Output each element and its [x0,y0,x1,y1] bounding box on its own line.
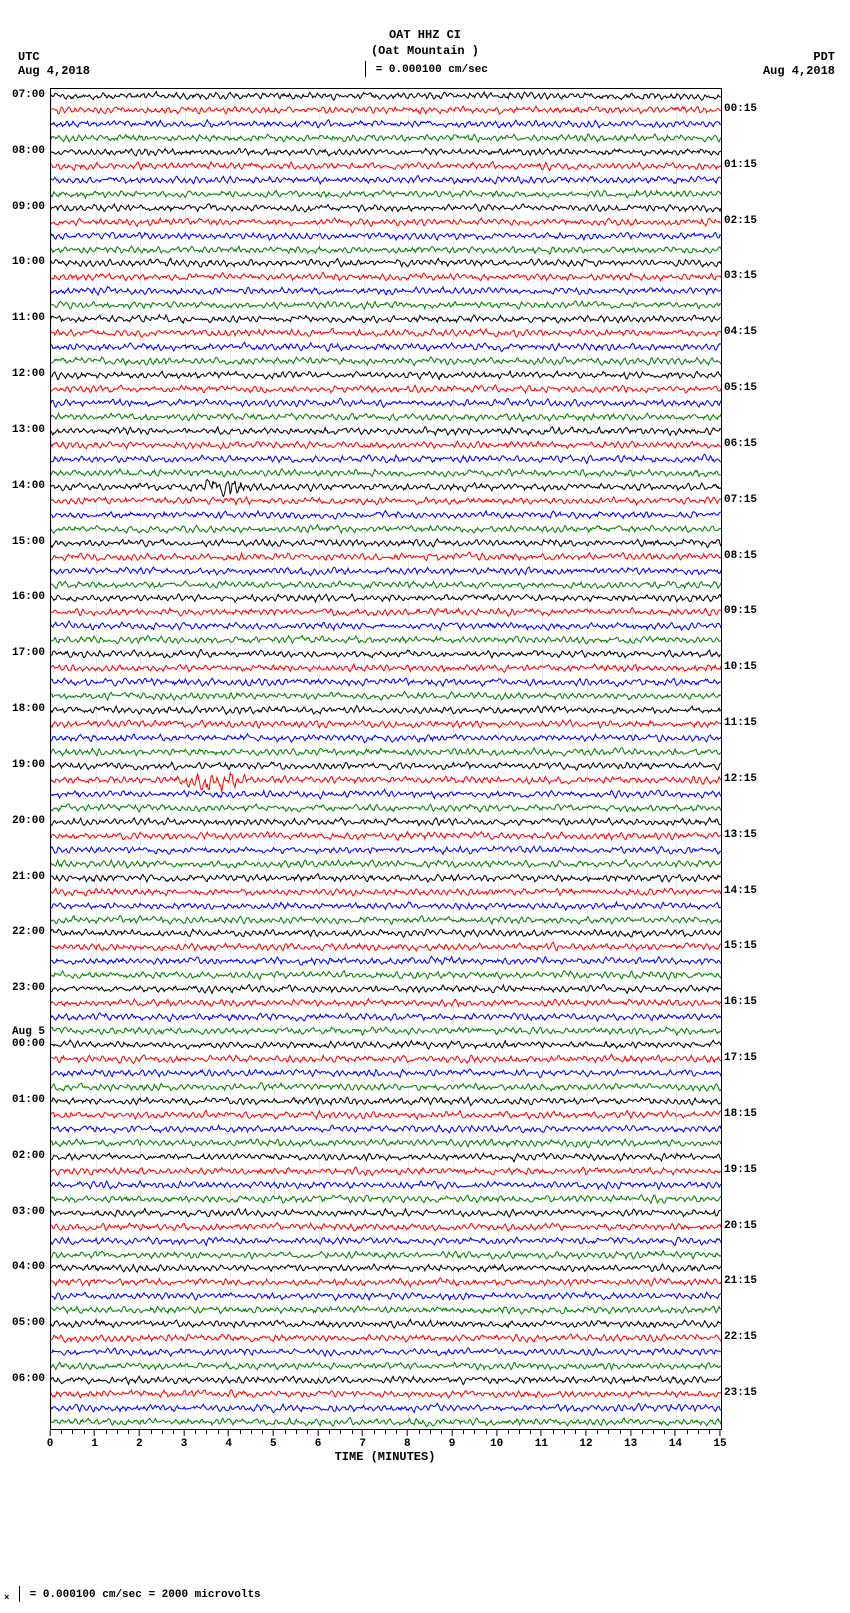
x-tick: 9 [449,1430,456,1450]
tz-right-label: PDT [763,50,835,64]
x-axis-title: TIME (MINUTES) [335,1450,436,1464]
x-tick: 3 [181,1430,188,1450]
day-change-label: Aug 5 [12,1026,45,1038]
pdt-hour-label: 16:15 [724,996,757,1008]
utc-hour-label: 20:00 [12,815,45,827]
utc-hour-label: 23:00 [12,982,45,994]
pdt-hour-label: 18:15 [724,1108,757,1120]
header-block: OAT HHZ CI (Oat Mountain ) = 0.000100 cm… [0,28,850,77]
pdt-hour-label: 20:15 [724,1220,757,1232]
utc-hour-label: 06:00 [12,1373,45,1385]
utc-hour-label: 00:00 [12,1038,45,1050]
pdt-hour-label: 08:15 [724,550,757,562]
scale-text: = 0.000100 cm/sec [376,64,488,76]
utc-hour-label: 07:00 [12,89,45,101]
utc-hour-label: 19:00 [12,759,45,771]
utc-hour-label: 16:00 [12,591,45,603]
pdt-hour-label: 05:15 [724,382,757,394]
footer-x-icon: × [4,1593,9,1603]
utc-hour-label: 10:00 [12,256,45,268]
utc-hour-label: 09:00 [12,201,45,213]
x-axis: TIME (MINUTES) 0123456789101112131415 [50,1430,720,1466]
utc-hour-label: 21:00 [12,871,45,883]
x-tick: 7 [359,1430,366,1450]
seismic-trace [51,1398,721,1430]
pdt-hour-label: 01:15 [724,159,757,171]
utc-hour-label: 13:00 [12,424,45,436]
station-code: OAT HHZ CI [0,28,850,44]
pdt-hour-label: 07:15 [724,494,757,506]
pdt-hour-label: 09:15 [724,605,757,617]
x-tick: 8 [404,1430,411,1450]
pdt-hour-label: 04:15 [724,326,757,338]
pdt-hour-label: 03:15 [724,270,757,282]
x-tick: 13 [624,1430,637,1450]
pdt-hour-label: 21:15 [724,1275,757,1287]
scale-bar-icon [19,1586,20,1602]
footer-text: = 0.000100 cm/sec = 2000 microvolts [30,1589,261,1601]
utc-hour-label: 02:00 [12,1150,45,1162]
x-tick: 4 [225,1430,232,1450]
scale-bar-icon [365,61,366,77]
station-name: (Oat Mountain ) [0,44,850,60]
pdt-hour-label: 06:15 [724,438,757,450]
x-tick: 15 [713,1430,726,1450]
pdt-hour-label: 02:15 [724,215,757,227]
pdt-hour-label: 22:15 [724,1331,757,1343]
pdt-hour-label: 10:15 [724,661,757,673]
footer-scale: × = 0.000100 cm/sec = 2000 microvolts [4,1586,261,1603]
pdt-hour-label: 23:15 [724,1387,757,1399]
pdt-hour-label: 13:15 [724,829,757,841]
tz-left-block: UTC Aug 4,2018 [18,50,90,78]
pdt-hour-label: 14:15 [724,885,757,897]
utc-hour-label: 17:00 [12,647,45,659]
utc-hour-label: 04:00 [12,1261,45,1273]
utc-hour-label: 12:00 [12,368,45,380]
x-tick: 2 [136,1430,143,1450]
pdt-hour-label: 12:15 [724,773,757,785]
utc-hour-label: 22:00 [12,926,45,938]
scale-line: = 0.000100 cm/sec [0,61,850,77]
x-tick: 5 [270,1430,277,1450]
tz-right-block: PDT Aug 4,2018 [763,50,835,78]
utc-hour-label: 14:00 [12,480,45,492]
pdt-hour-label: 11:15 [724,717,757,729]
tz-left-date: Aug 4,2018 [18,64,90,78]
utc-hour-label: 05:00 [12,1317,45,1329]
x-tick: 6 [315,1430,322,1450]
x-tick: 1 [91,1430,98,1450]
x-tick: 0 [47,1430,54,1450]
x-tick: 10 [490,1430,503,1450]
x-tick: 12 [579,1430,592,1450]
x-tick: 14 [669,1430,682,1450]
pdt-hour-label: 19:15 [724,1164,757,1176]
tz-left-label: UTC [18,50,90,64]
utc-hour-label: 03:00 [12,1206,45,1218]
utc-hour-label: 08:00 [12,145,45,157]
helicorder-container: OAT HHZ CI (Oat Mountain ) = 0.000100 cm… [0,0,850,1613]
utc-hour-label: 15:00 [12,536,45,548]
tz-right-date: Aug 4,2018 [763,64,835,78]
helicorder-plot [50,88,722,1430]
utc-hour-label: 01:00 [12,1094,45,1106]
utc-hour-label: 11:00 [12,312,45,324]
pdt-hour-label: 15:15 [724,940,757,952]
utc-hour-label: 18:00 [12,703,45,715]
pdt-hour-label: 00:15 [724,103,757,115]
pdt-hour-label: 17:15 [724,1052,757,1064]
x-tick: 11 [535,1430,548,1450]
